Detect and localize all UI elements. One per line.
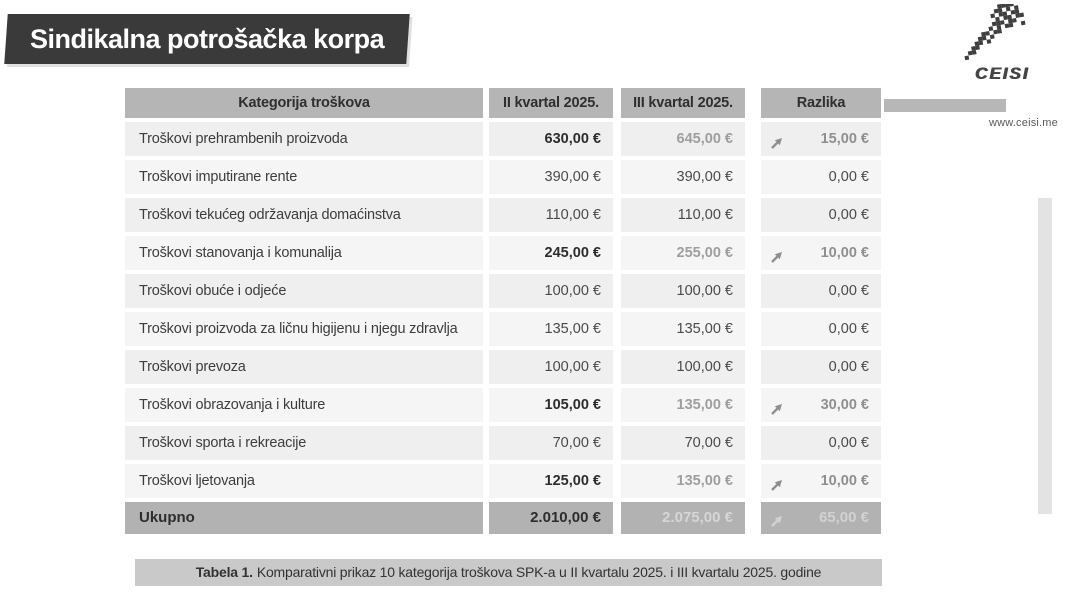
trend-up-icon [769, 130, 785, 164]
table-total-row: Ukupno 2.010,00 € 2.075,00 € 65,00 € [125, 502, 881, 534]
row-diff-cell: 10,00 € [761, 464, 881, 498]
row-q2-value: 105,00 € [489, 388, 613, 422]
table-row: Troškovi proizvoda za ličnu higijenu i n… [125, 312, 881, 346]
row-category: Troškovi proizvoda za ličnu higijenu i n… [125, 312, 483, 346]
row-category: Troškovi prevoza [125, 350, 483, 384]
row-q2-value: 100,00 € [489, 350, 613, 384]
table-row: Troškovi tekućeg održavanja domaćinstva … [125, 198, 881, 232]
row-diff-value: 10,00 € [820, 245, 869, 261]
table-body: Troškovi prehrambenih proizvoda 630,00 €… [125, 122, 881, 498]
table-row: Troškovi obuće i odjeće 100,00 € 100,00 … [125, 274, 881, 308]
row-q3-value: 135,00 € [621, 464, 745, 498]
row-diff-value: 0,00 € [828, 207, 869, 223]
trend-up-icon [769, 396, 785, 430]
table-row: Troškovi sporta i rekreacije 70,00 € 70,… [125, 426, 881, 460]
row-q2-value: 100,00 € [489, 274, 613, 308]
row-q2-value: 390,00 € [489, 160, 613, 194]
trend-up-icon [769, 509, 785, 541]
row-category: Troškovi imputirane rente [125, 160, 483, 194]
table-row: Troškovi ljetovanja 125,00 € 135,00 € 10… [125, 464, 881, 498]
row-category: Troškovi prehrambenih proizvoda [125, 122, 483, 156]
trend-up-icon [769, 244, 785, 278]
total-label: Ukupno [125, 502, 483, 534]
row-diff-value: 15,00 € [820, 131, 869, 147]
row-diff-cell: 0,00 € [761, 350, 881, 384]
row-q3-value: 390,00 € [621, 160, 745, 194]
row-q3-value: 135,00 € [621, 312, 745, 346]
table-row: Troškovi prehrambenih proizvoda 630,00 €… [125, 122, 881, 156]
row-q3-value: 100,00 € [621, 274, 745, 308]
row-diff-value: 0,00 € [828, 283, 869, 299]
row-q3-value: 110,00 € [621, 198, 745, 232]
row-diff-value: 0,00 € [828, 359, 869, 375]
row-diff-cell: 0,00 € [761, 426, 881, 460]
total-q3-value: 2.075,00 € [621, 502, 745, 534]
row-diff-cell: 0,00 € [761, 312, 881, 346]
website-url[interactable]: www.ceisi.me [988, 117, 1058, 129]
row-diff-value: 0,00 € [828, 169, 869, 185]
caption-text: Komparativni prikaz 10 kategorija troško… [256, 564, 822, 580]
right-decor-strip [1038, 198, 1052, 514]
row-category: Troškovi tekućeg održavanja domaćinstva [125, 198, 483, 232]
row-q2-value: 70,00 € [489, 426, 613, 460]
table-row: Troškovi imputirane rente 390,00 € 390,0… [125, 160, 881, 194]
column-header-q2-2025: II kvartal 2025. [489, 88, 613, 118]
page-title: Sindikalna potrošačka korpa [30, 24, 385, 54]
ceisi-pixel-logo-icon [964, 4, 1026, 61]
column-header-q3-2025: III kvartal 2025. [621, 88, 745, 118]
table-header-row: Kategorija troškova II kvartal 2025. III… [125, 88, 881, 118]
caption-label: Tabela 1. [195, 564, 253, 580]
row-category: Troškovi obrazovanja i kulture [125, 388, 483, 422]
row-q2-value: 110,00 € [489, 198, 613, 232]
logo-divider-bar [884, 99, 1006, 112]
row-q3-value: 135,00 € [621, 388, 745, 422]
column-header-category: Kategorija troškova [125, 88, 483, 118]
table-row: Troškovi stanovanja i komunalija 245,00 … [125, 236, 881, 270]
table-caption: Tabela 1. Komparativni prikaz 10 kategori… [135, 559, 882, 586]
row-diff-cell: 0,00 € [761, 274, 881, 308]
row-q3-value: 645,00 € [621, 122, 745, 156]
total-q2-value: 2.010,00 € [489, 502, 613, 534]
row-diff-cell: 0,00 € [761, 198, 881, 232]
trend-up-icon [769, 472, 785, 506]
total-diff-cell: 65,00 € [761, 502, 881, 534]
row-q2-value: 630,00 € [489, 122, 613, 156]
row-diff-cell: 30,00 € [761, 388, 881, 422]
row-diff-cell: 10,00 € [761, 236, 881, 270]
total-diff-value: 65,00 € [818, 509, 869, 526]
table-row: Troškovi obrazovanja i kulture 105,00 € … [125, 388, 881, 422]
row-q3-value: 255,00 € [621, 236, 745, 270]
row-diff-cell: 0,00 € [761, 160, 881, 194]
ceisi-logo: CEISI [950, 4, 1054, 84]
row-q3-value: 100,00 € [621, 350, 745, 384]
ceisi-logo-text: CEISI [974, 64, 1030, 83]
title-banner: Sindikalna potrošačka korpa [4, 14, 410, 64]
column-header-razlika: Razlika [761, 88, 881, 118]
row-q3-value: 70,00 € [621, 426, 745, 460]
row-diff-cell: 15,00 € [761, 122, 881, 156]
row-q2-value: 135,00 € [489, 312, 613, 346]
spk-table: Kategorija troškova II kvartal 2025. III… [125, 88, 881, 534]
row-category: Troškovi sporta i rekreacije [125, 426, 483, 460]
row-diff-value: 0,00 € [828, 435, 869, 451]
row-category: Troškovi ljetovanja [125, 464, 483, 498]
row-category: Troškovi obuće i odjeće [125, 274, 483, 308]
row-category: Troškovi stanovanja i komunalija [125, 236, 483, 270]
row-diff-value: 10,00 € [820, 473, 869, 489]
row-q2-value: 245,00 € [489, 236, 613, 270]
row-diff-value: 0,00 € [828, 321, 869, 337]
table-row: Troškovi prevoza 100,00 € 100,00 € 0,00 … [125, 350, 881, 384]
row-diff-value: 30,00 € [820, 397, 869, 413]
row-q2-value: 125,00 € [489, 464, 613, 498]
